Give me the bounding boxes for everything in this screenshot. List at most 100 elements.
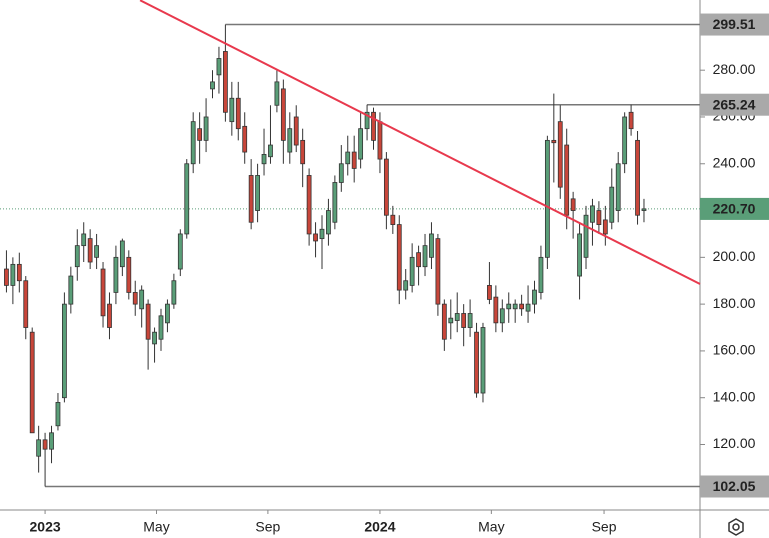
candle-body — [152, 331, 157, 345]
candle-body — [119, 240, 125, 268]
candle-body — [551, 139, 557, 144]
candle-body — [274, 81, 280, 106]
candle-body — [4, 268, 9, 286]
level-tag-label: 299.51 — [713, 16, 756, 32]
x-tick-label: May — [478, 519, 504, 535]
candle-body — [628, 111, 634, 130]
y-tick-label: 140.00 — [713, 388, 756, 404]
candle-body — [29, 331, 35, 434]
y-tick-label: 200.00 — [713, 248, 756, 264]
candle-body — [268, 144, 273, 158]
candle-body — [132, 292, 138, 305]
candle-body — [242, 125, 248, 153]
candle-body — [229, 97, 235, 123]
candle-body — [345, 151, 351, 165]
candle-body — [396, 224, 402, 291]
candle-body — [55, 401, 61, 427]
candle-body — [332, 182, 338, 223]
candle-body — [474, 331, 479, 394]
candle-body — [577, 233, 582, 277]
candle-body — [184, 163, 190, 235]
candle-body — [10, 263, 16, 286]
level-tag — [700, 93, 769, 116]
candle-body — [364, 111, 370, 130]
candle-body — [36, 439, 42, 457]
candle-body — [377, 121, 383, 160]
settings-icon[interactable] — [728, 518, 744, 536]
level-tag-label: 265.24 — [713, 96, 756, 112]
candle-body — [293, 116, 299, 146]
candle-body — [248, 175, 254, 223]
candle-body — [255, 175, 260, 211]
candle-body — [596, 210, 602, 225]
candle-body — [165, 303, 170, 324]
candle-body — [422, 245, 428, 268]
last-price-tag — [700, 197, 769, 220]
candle-body — [216, 58, 222, 76]
candle-body — [435, 238, 441, 305]
candle-body — [519, 303, 525, 310]
candle-body — [480, 327, 486, 394]
candle-body — [557, 121, 563, 188]
gear-center[interactable] — [732, 523, 740, 531]
y-tick-label: 160.00 — [713, 342, 756, 358]
candle-body — [74, 245, 80, 268]
candle-body — [371, 111, 376, 141]
gear-outline[interactable] — [728, 518, 744, 536]
x-tick-label: Sep — [255, 519, 280, 535]
candle-body — [319, 228, 325, 240]
candle-body — [454, 313, 460, 321]
candle-body — [532, 289, 537, 305]
candle-body — [203, 116, 209, 141]
candle-body — [62, 303, 67, 399]
level-tag — [700, 13, 769, 36]
candle-body — [609, 186, 615, 223]
x-tick-label: May — [143, 519, 169, 535]
candle-body — [461, 313, 467, 328]
candle-body — [287, 128, 293, 153]
candle-body — [81, 233, 87, 247]
candle-body — [351, 151, 357, 169]
candle-body — [313, 233, 318, 242]
candle-body — [544, 139, 550, 258]
candle-body — [448, 317, 454, 324]
candle-body — [467, 313, 473, 328]
level-tag — [700, 475, 769, 498]
candle-body — [441, 303, 447, 340]
candle-body — [280, 88, 286, 141]
x-tick-label: 2023 — [30, 519, 61, 535]
candle-body — [222, 51, 228, 113]
y-tick-label: 120.00 — [713, 435, 756, 451]
candle-body — [429, 233, 434, 258]
candle-body — [525, 303, 531, 312]
candle-body — [590, 205, 595, 223]
last-price-label: 220.70 — [713, 201, 756, 217]
candle-body — [409, 256, 415, 286]
y-tick-label: 240.00 — [713, 154, 756, 170]
level-tag-label: 102.05 — [713, 478, 756, 494]
y-tick-label: 180.00 — [713, 295, 756, 311]
candle-body — [210, 81, 215, 90]
x-tick-label: 2024 — [364, 519, 395, 535]
candle-body — [68, 275, 74, 305]
candle-body — [306, 175, 312, 235]
candle-body — [107, 303, 112, 328]
trend-line — [139, 0, 701, 285]
candle-body — [113, 256, 119, 293]
candle-body — [145, 303, 151, 340]
candle-body — [493, 296, 499, 324]
candle-body — [641, 208, 647, 211]
y-tick-label: 280.00 — [713, 61, 756, 77]
candle-body — [403, 280, 409, 291]
candle-body — [602, 219, 608, 235]
candle-body — [190, 121, 196, 165]
candle-body — [383, 158, 389, 216]
candle-body — [635, 139, 640, 216]
candle-body — [583, 214, 589, 258]
candle-body — [487, 285, 492, 300]
candle-body — [416, 252, 421, 268]
candle-body — [300, 139, 306, 165]
candle-body — [615, 163, 621, 211]
candle-body — [171, 280, 177, 305]
